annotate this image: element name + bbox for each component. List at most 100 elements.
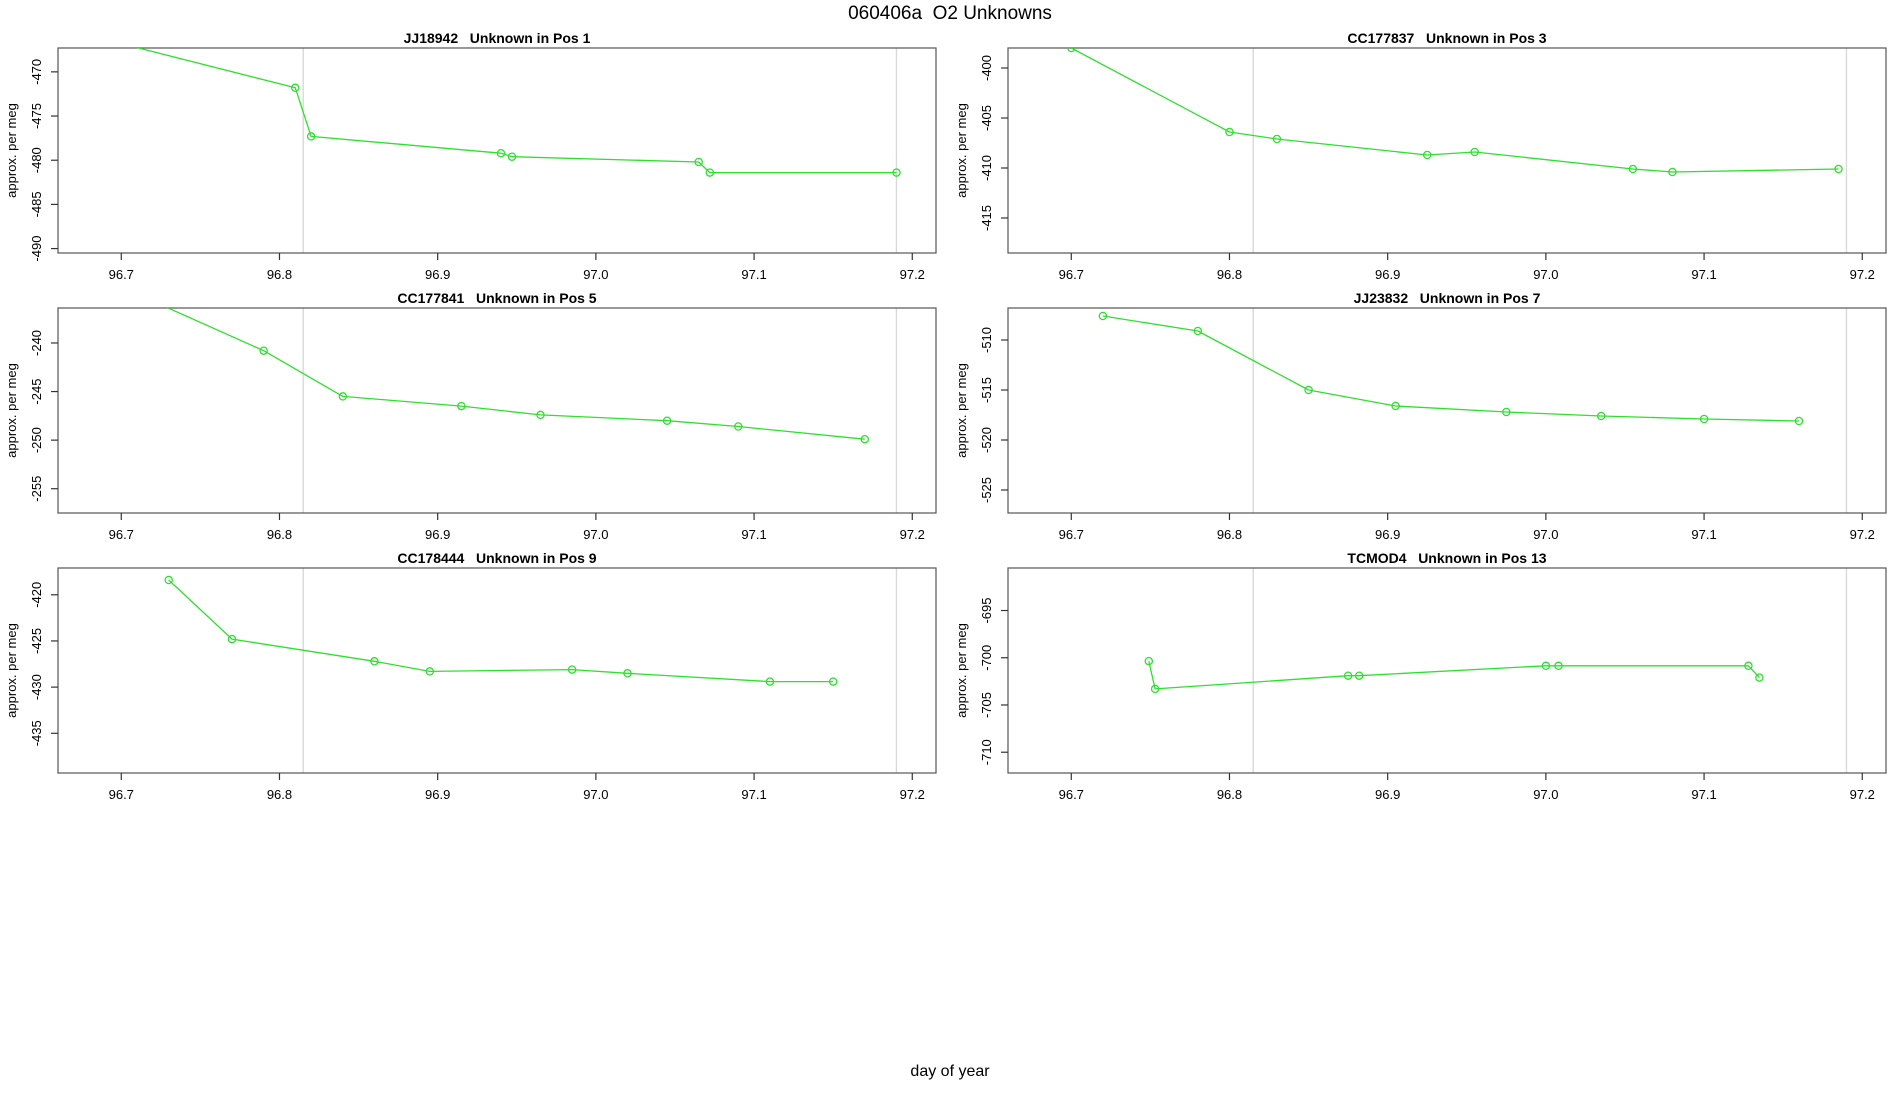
data-point-marker <box>705 168 715 177</box>
x-tick-label: 97.2 <box>900 787 925 802</box>
data-point-marker <box>1343 671 1353 680</box>
data-point-marker <box>118 40 125 47</box>
x-tick-label: 97.0 <box>583 787 608 802</box>
data-series <box>1144 656 1764 694</box>
x-tick-label: 96.8 <box>267 787 292 802</box>
y-tick-label: -470 <box>29 59 44 85</box>
data-point-marker <box>1470 147 1479 157</box>
plot-canvas-pos7: 96.7 96.8 96.9 97.0 97.1 97.2 -525 -520 -515 -510… <box>954 307 1887 542</box>
y-tick-label: -420 <box>29 582 44 608</box>
x-tick-label: 96.9 <box>425 527 450 542</box>
subplot-pos13: TCMOD4 Unknown in Pos 13 96.7 96.8 96.9 97.… <box>950 550 1900 810</box>
y-tick-label: -520 <box>979 427 994 453</box>
plot-title-pos9: CC178444 Unknown in Pos 9 <box>397 550 597 566</box>
x-tick-label: 97.2 <box>1850 527 1875 542</box>
x-tick-label: 97.0 <box>583 527 608 542</box>
x-tick-label: 96.7 <box>1059 527 1084 542</box>
x-tick-label: 97.1 <box>1691 267 1716 282</box>
x-tick-label: 97.1 <box>741 527 766 542</box>
data-point-marker <box>149 298 156 305</box>
data-point-marker <box>1699 414 1709 424</box>
plot-title-pos7: JJ23832 Unknown in Pos 7 <box>1353 290 1541 306</box>
plot-canvas-pos13: 96.7 96.8 96.9 97.0 97.1 97.2 -710 -705 -700 -695… <box>954 567 1887 802</box>
data-point-marker <box>1144 656 1154 666</box>
data-point-marker <box>536 410 545 420</box>
y-axis-label: approx. per meg <box>954 103 969 198</box>
x-tick-label: 96.9 <box>425 267 450 282</box>
y-axis-label: approx. per meg <box>954 363 969 458</box>
data-point-marker <box>1596 411 1606 421</box>
data-point-marker <box>496 148 506 158</box>
data-point-marker <box>623 669 632 678</box>
data-point-marker <box>425 667 435 676</box>
x-tick-label: 96.9 <box>1375 267 1400 282</box>
plot-canvas-pos1: 96.7 96.8 96.9 97.0 97.1 97.2 -490 -485 -480 -475… <box>4 40 937 282</box>
x-axis-figure-label: day of year <box>910 1063 990 1080</box>
y-tick-label: -435 <box>29 720 44 746</box>
data-point-marker <box>1391 401 1400 411</box>
y-tick-label: -475 <box>29 103 44 129</box>
y-tick-label: -515 <box>979 377 994 403</box>
main-title: 060406a O2 Unknowns <box>848 3 1052 24</box>
y-tick-label: -400 <box>979 55 994 81</box>
data-point-marker <box>1794 416 1804 426</box>
data-point-marker <box>860 434 870 444</box>
x-tick-label: 96.8 <box>1217 787 1242 802</box>
y-tick-label: -425 <box>29 628 44 654</box>
plot-frame <box>1007 47 1887 254</box>
plot-frame <box>57 567 937 774</box>
x-tick-label: 97.0 <box>1533 787 1558 802</box>
y-tick-label: -255 <box>29 476 44 502</box>
data-point-marker <box>1628 164 1638 174</box>
data-point-marker <box>1422 150 1432 160</box>
x-tick-label: 96.7 <box>1059 787 1084 802</box>
subplot-pos1: JJ18942 Unknown in Pos 1 96.7 96.8 96.9 97.… <box>0 30 950 290</box>
data-point-marker <box>164 575 173 585</box>
x-tick-label: 96.7 <box>109 527 134 542</box>
x-tick-label: 96.8 <box>267 527 292 542</box>
x-tick-label: 96.7 <box>1059 267 1084 282</box>
data-series <box>164 575 838 686</box>
data-point-marker <box>1098 311 1108 321</box>
data-point-marker <box>1193 326 1203 336</box>
data-line <box>1102 315 1800 422</box>
data-point-marker <box>1150 684 1160 694</box>
plot-canvas-pos5: 96.7 96.8 96.9 97.0 97.1 97.2 -255 -250 -245 -240… <box>4 298 937 542</box>
plot-frame <box>57 307 937 514</box>
x-tick-label: 97.1 <box>741 267 766 282</box>
plot-frame <box>1007 307 1887 514</box>
data-series <box>118 40 901 177</box>
x-tick-label: 97.2 <box>1850 267 1875 282</box>
data-point-marker <box>734 422 743 431</box>
x-tick-label: 96.9 <box>1375 527 1400 542</box>
data-point-marker <box>662 416 672 425</box>
y-tick-label: -240 <box>29 330 44 356</box>
x-tick-label: 96.8 <box>267 267 292 282</box>
y-tick-label: -415 <box>979 205 994 231</box>
y-tick-label: -525 <box>979 477 994 503</box>
data-point-marker <box>306 132 316 141</box>
data-point-marker <box>765 677 775 686</box>
data-point-marker <box>694 157 703 167</box>
plot-title-pos3: CC177837 Unknown in Pos 3 <box>1347 30 1547 46</box>
x-tick-label: 97.2 <box>900 267 925 282</box>
data-series <box>1067 48 1843 177</box>
plot-title-pos5: CC177841 Unknown in Pos 5 <box>397 290 597 306</box>
data-point-marker <box>370 657 379 666</box>
y-axis-label: approx. per meg <box>4 623 19 718</box>
x-tick-label: 96.7 <box>109 267 134 282</box>
x-tick-label: 97.0 <box>1533 267 1558 282</box>
subplot-pos7: JJ23832 Unknown in Pos 7 96.7 96.8 96.9 97.… <box>950 290 1900 550</box>
data-point-marker <box>1272 134 1282 144</box>
data-point-marker <box>1668 167 1677 177</box>
data-point-marker <box>1502 407 1511 417</box>
data-series <box>1098 311 1804 426</box>
data-point-marker <box>1067 48 1076 53</box>
data-point-marker <box>1554 661 1563 671</box>
y-axis-label: approx. per meg <box>4 363 19 458</box>
y-axis-label: approx. per meg <box>4 103 19 198</box>
x-tick-label: 96.9 <box>1375 787 1400 802</box>
subplot-pos9: CC178444 Unknown in Pos 9 96.7 96.8 96.9 97… <box>0 550 950 810</box>
data-line <box>166 308 865 440</box>
